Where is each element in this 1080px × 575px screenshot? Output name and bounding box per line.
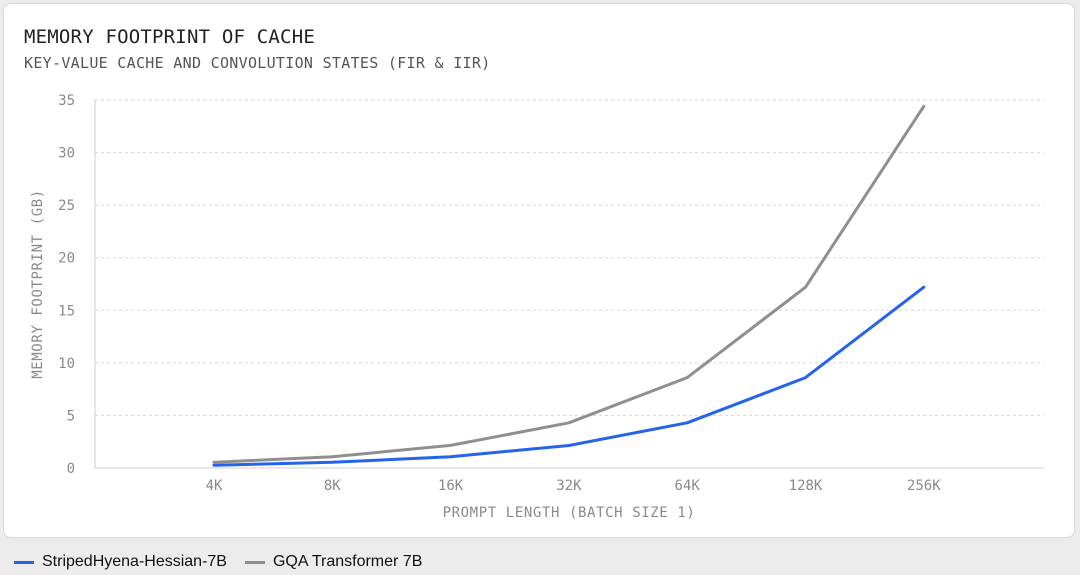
legend-label: GQA Transformer 7B [272,553,423,570]
chart-subtitle: KEY-VALUE CACHE AND CONVOLUTION STATES (… [24,54,491,72]
legend-item: StripedHyena-Hessian-7B [14,553,227,571]
x-tick-label: 8K [324,478,341,494]
series-line [212,104,926,464]
legend-item: GQA Transformer 7B [244,553,423,571]
axes [94,100,1044,469]
y-tick-label: 30 [58,146,75,162]
y-tick-label: 0 [67,461,75,477]
x-axis-label: PROMPT LENGTH (BATCH SIZE 1) [443,505,696,521]
chart-title: MEMORY FOOTPRINT OF CACHE [24,26,315,48]
y-tick-label: 25 [58,198,75,214]
y-tick-label: 5 [67,408,75,424]
y-axis-label: MEMORY FOOTPRINT (GB) [30,189,46,379]
y-tick-label: 35 [58,93,75,109]
x-tick-label: 4K [206,478,223,494]
legend-swatch [244,560,265,564]
y-tick-label: 10 [58,356,75,372]
grid-lines [95,99,1044,416]
x-tick-label: 128K [789,478,823,494]
x-tick-label: 16K [438,478,464,494]
line-chart: 0 5 10 15 20 25 30 35 4K 8K 16K 32K 64K 128K 256K MEM… [30,93,1044,521]
x-tick-label: 64K [675,478,701,494]
legend-label: StripedHyena-Hessian-7B [42,553,227,570]
y-tick-label: 20 [58,251,75,267]
x-tick-labels: 4K 8K 16K 32K 64K 128K 256K [206,478,942,494]
x-tick-label: 32K [556,478,582,494]
x-tick-label: 256K [907,478,941,494]
legend: StripedHyena-Hessian-7B GQA Transformer 7… [14,550,440,574]
y-tick-label: 15 [58,303,75,319]
legend-swatch [14,560,34,564]
series-line [212,285,926,467]
y-tick-labels: 0 5 10 15 20 25 30 35 [58,93,75,477]
series-lines [212,104,926,467]
